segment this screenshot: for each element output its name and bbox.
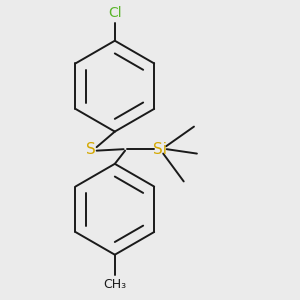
Text: CH₃: CH₃ [103, 278, 126, 291]
Text: Si: Si [153, 142, 167, 157]
Text: Cl: Cl [108, 6, 122, 20]
Text: S: S [86, 142, 96, 157]
